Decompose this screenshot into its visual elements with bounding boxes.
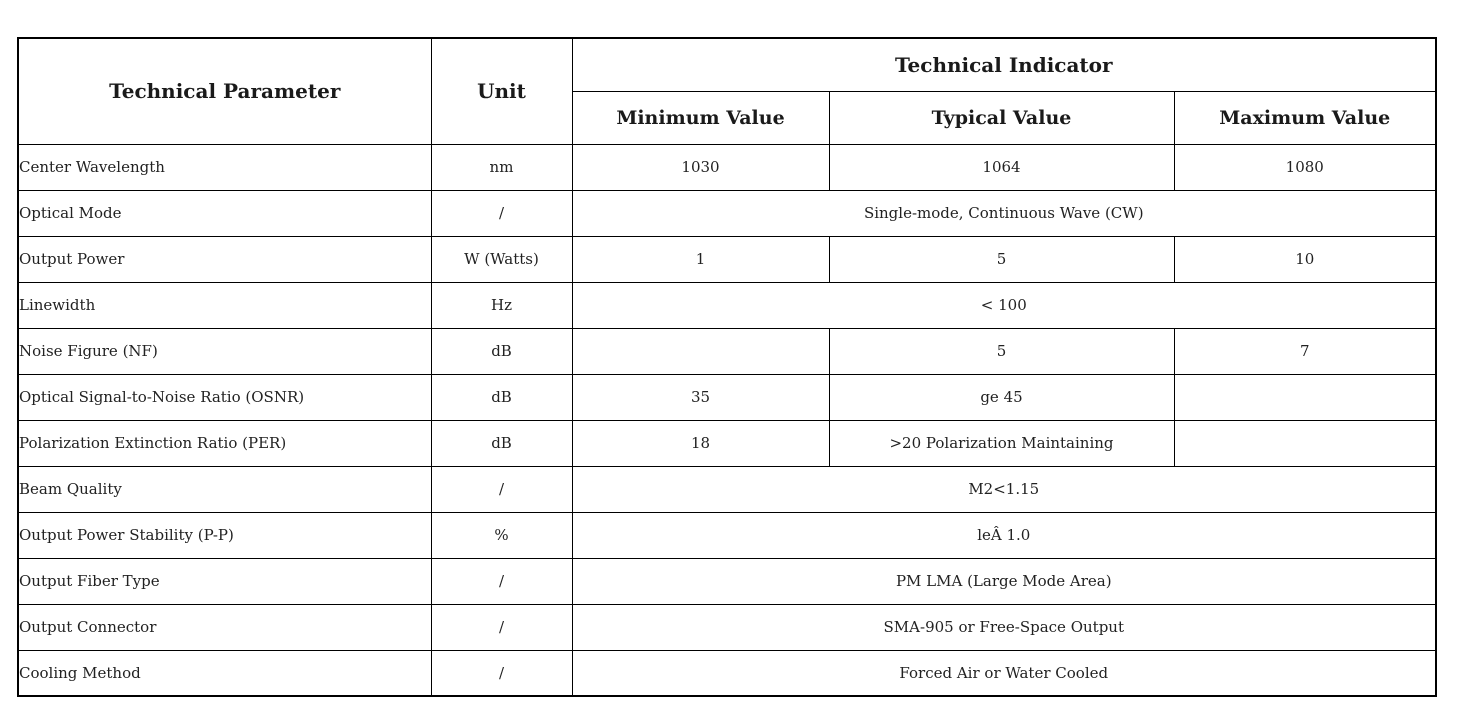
header-row-top: Technical Parameter Unit Technical Indic… — [17, 37, 1437, 145]
param-cell: Output Fiber Type — [17, 557, 432, 605]
unit-cell: Hz — [430, 281, 573, 329]
header-row-sub: Minimum Value Typical Value Maximum Valu… — [18, 90, 1437, 145]
span-value-cell: Single-mode, Continuous Wave (CW) — [571, 189, 1437, 237]
table-row: Output Fiber Type / PM LMA (Large Mode Are… — [17, 557, 1437, 605]
param-cell: Polarization Extinction Ratio (PER) — [17, 419, 432, 467]
table-row: Polarization Extinction Ratio (PER) dB 18 >… — [17, 419, 1437, 467]
min-value-cell: 1 — [571, 235, 830, 283]
span-value-cell: M2<1.15 — [571, 465, 1437, 513]
unit-cell: / — [430, 557, 573, 605]
spec-table-body: Center Wavelength nm 1030 1064 1080 Optical M… — [17, 143, 1437, 697]
max-value-cell — [1173, 373, 1437, 421]
typical-value-cell: >20 Polarization Maintaining — [828, 419, 1175, 467]
max-value-cell: 1080 — [1173, 143, 1437, 191]
min-value-cell — [571, 327, 830, 375]
max-value-cell: 7 — [1173, 327, 1437, 375]
param-cell: Optical Signal-to-Noise Ratio (OSNR) — [17, 373, 432, 421]
spec-table: Technical Parameter Unit Technical Indic… — [17, 37, 1438, 697]
column-header-minimum-value: Minimum Value — [571, 90, 830, 145]
table-row: Center Wavelength nm 1030 1064 1080 — [17, 143, 1437, 191]
param-cell: Output Power — [17, 235, 432, 283]
param-cell: Cooling Method — [17, 649, 432, 697]
typical-value-cell: ge 45 — [828, 373, 1175, 421]
span-value-cell: SMA-905 or Free-Space Output — [571, 603, 1437, 651]
table-row: Output Power Stability (P-P)% leÂ 1.0 — [17, 511, 1437, 559]
param-cell: Output Power Stability (P-P) — [17, 511, 432, 559]
min-value-cell: 1030 — [571, 143, 830, 191]
table-row: Optical Mode / Single-mode, Continuous Wav… — [17, 189, 1437, 237]
span-value-cell: Forced Air or Water Cooled — [571, 649, 1437, 697]
span-value-cell: < 100 — [571, 281, 1437, 329]
unit-cell: W (Watts) — [430, 235, 573, 283]
param-cell: Output Connector — [17, 603, 432, 651]
span-value-cell: PM LMA (Large Mode Area) — [571, 557, 1437, 605]
unit-cell: / — [430, 603, 573, 651]
column-header-maximum-value: Maximum Value — [1173, 90, 1437, 145]
param-cell: Beam Quality — [17, 465, 432, 513]
param-cell: Optical Mode — [17, 189, 432, 237]
unit-cell: dB — [430, 327, 573, 375]
table-row: Cooling Method / Forced Air or Water Coole… — [17, 649, 1437, 697]
column-header-typical-value: Typical Value — [828, 90, 1175, 145]
max-value-cell: 10 — [1173, 235, 1437, 283]
column-header-unit: Unit — [430, 37, 573, 145]
table-row: Beam Quality / M2<1.15 — [17, 465, 1437, 513]
table-row: Output Connector / SMA-905 or Free-Space O… — [17, 603, 1437, 651]
unit-cell: dB — [430, 419, 573, 467]
min-value-cell: 18 — [571, 419, 830, 467]
span-value-cell: leÂ 1.0 — [571, 511, 1437, 559]
param-cell: Center Wavelength — [17, 143, 432, 191]
table-row: Optical Signal-to-Noise Ratio (OSNR) dB 35… — [17, 373, 1437, 421]
max-value-cell — [1173, 419, 1437, 467]
unit-cell: / — [430, 465, 573, 513]
column-header-technical-parameter: Technical Parameter — [17, 37, 432, 145]
spec-table-header: Technical Parameter Unit Technical Indic… — [17, 37, 1437, 145]
table-row: Output Power W (Watts) 1 5 10 — [17, 235, 1437, 283]
unit-cell: / — [430, 189, 573, 237]
param-cell: Noise Figure (NF) — [17, 327, 432, 375]
param-cell: Linewidth — [17, 281, 432, 329]
table-row: Noise Figure (NF) dB 5 7 — [17, 327, 1437, 375]
unit-cell: % — [430, 511, 573, 559]
column-header-technical-indicator: Technical Indicator — [571, 37, 1437, 92]
unit-cell: / — [430, 649, 573, 697]
typical-value-cell: 5 — [828, 235, 1175, 283]
typical-value-cell: 5 — [828, 327, 1175, 375]
table-row: Linewidth Hz < 100 — [17, 281, 1437, 329]
min-value-cell: 35 — [571, 373, 830, 421]
unit-cell: nm — [430, 143, 573, 191]
unit-cell: dB — [430, 373, 573, 421]
typical-value-cell: 1064 — [828, 143, 1175, 191]
